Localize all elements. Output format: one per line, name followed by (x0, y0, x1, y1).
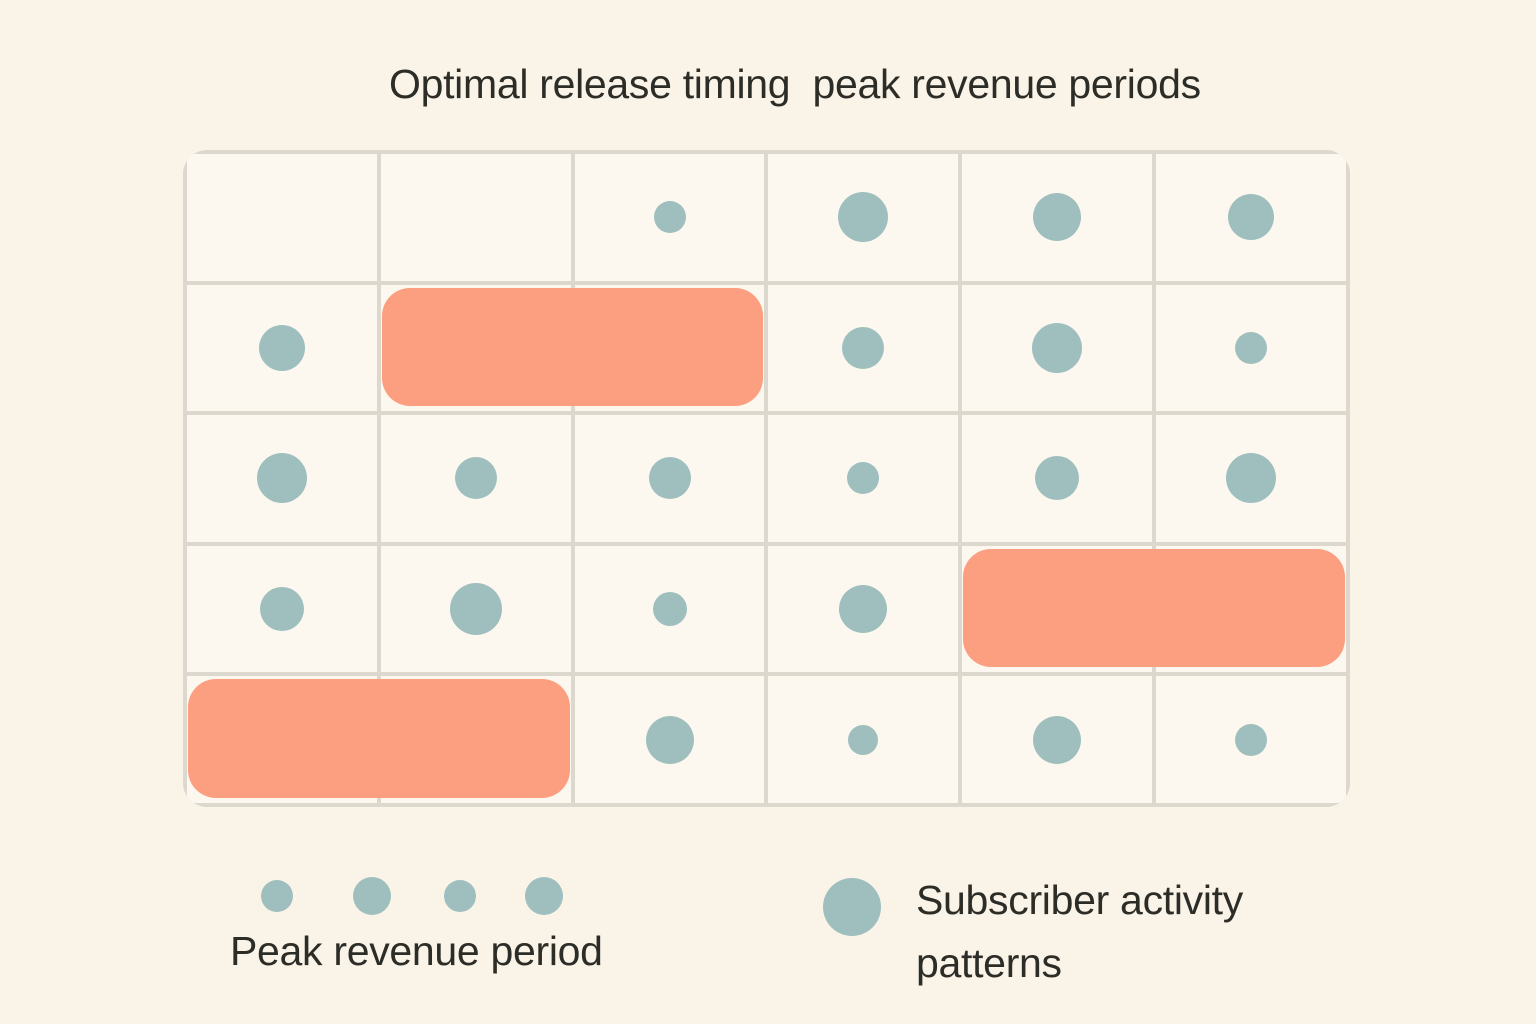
grid-cell (380, 154, 571, 281)
grid-cell (380, 415, 571, 542)
subscriber-activity-dot (449, 583, 502, 636)
chart-title: Optimal release timing peak revenue peri… (389, 61, 1201, 107)
subscriber-activity-dot (1228, 194, 1275, 241)
grid-cell (1156, 676, 1346, 803)
subscriber-activity-dot (1226, 453, 1277, 504)
subscriber-activity-dot (848, 724, 879, 755)
peak-revenue-block (381, 287, 764, 407)
legend-peak-label: Peak revenue period (230, 928, 603, 974)
subscriber-activity-dot (1032, 322, 1083, 373)
grid-cell (768, 415, 959, 542)
subscriber-activity-dot (847, 462, 880, 495)
subscriber-activity-dot (259, 587, 304, 632)
subscriber-activity-dot (839, 585, 888, 634)
legend-peak-dot-icon (353, 877, 391, 915)
subscriber-activity-dot (258, 324, 305, 371)
grid-cell (1156, 154, 1346, 281)
grid-cell (574, 676, 765, 803)
grid-cell (962, 676, 1153, 803)
subscriber-activity-dot (1033, 715, 1082, 764)
grid-cell (962, 154, 1153, 281)
grid-cell (187, 154, 377, 281)
subscriber-activity-dot (838, 192, 889, 243)
subscriber-activity-dot (454, 457, 497, 500)
subscriber-activity-dot (842, 326, 885, 369)
peak-revenue-block (188, 679, 570, 798)
grid-cell (187, 545, 377, 673)
legend-peak-dot-icon (525, 877, 563, 915)
legend-activity-label: Subscriber activity patterns (916, 877, 1243, 986)
grid-cell (574, 154, 765, 281)
subscriber-activity-dot (1235, 331, 1268, 364)
subscriber-activity-dot (648, 457, 691, 500)
subscriber-activity-legend-dot-icon (823, 878, 881, 936)
grid-cell (380, 545, 571, 673)
subscriber-activity-dot (1035, 456, 1080, 501)
grid-cell (962, 284, 1153, 412)
subscriber-activity-dot (1235, 723, 1268, 756)
grid-cell (574, 415, 765, 542)
grid-cell (574, 545, 765, 673)
grid-cell (768, 284, 959, 412)
legend-peak-dot-icon (444, 880, 476, 912)
release-calendar-grid (183, 150, 1350, 807)
grid-cell (962, 415, 1153, 542)
subscriber-activity-dot (653, 201, 686, 234)
legend-peak-dot-icon (261, 880, 293, 912)
subscriber-activity-dot (652, 592, 687, 627)
grid-cell (1156, 415, 1346, 542)
subscriber-activity-dot (645, 715, 694, 764)
subscriber-activity-dot (1033, 193, 1082, 242)
grid-cell (768, 545, 959, 673)
peak-revenue-block (963, 548, 1345, 668)
grid-cell (768, 154, 959, 281)
grid-cell (187, 284, 377, 412)
grid-cell (768, 676, 959, 803)
grid-cell (187, 415, 377, 542)
grid-cell (1156, 284, 1346, 412)
subscriber-activity-dot (256, 453, 307, 504)
